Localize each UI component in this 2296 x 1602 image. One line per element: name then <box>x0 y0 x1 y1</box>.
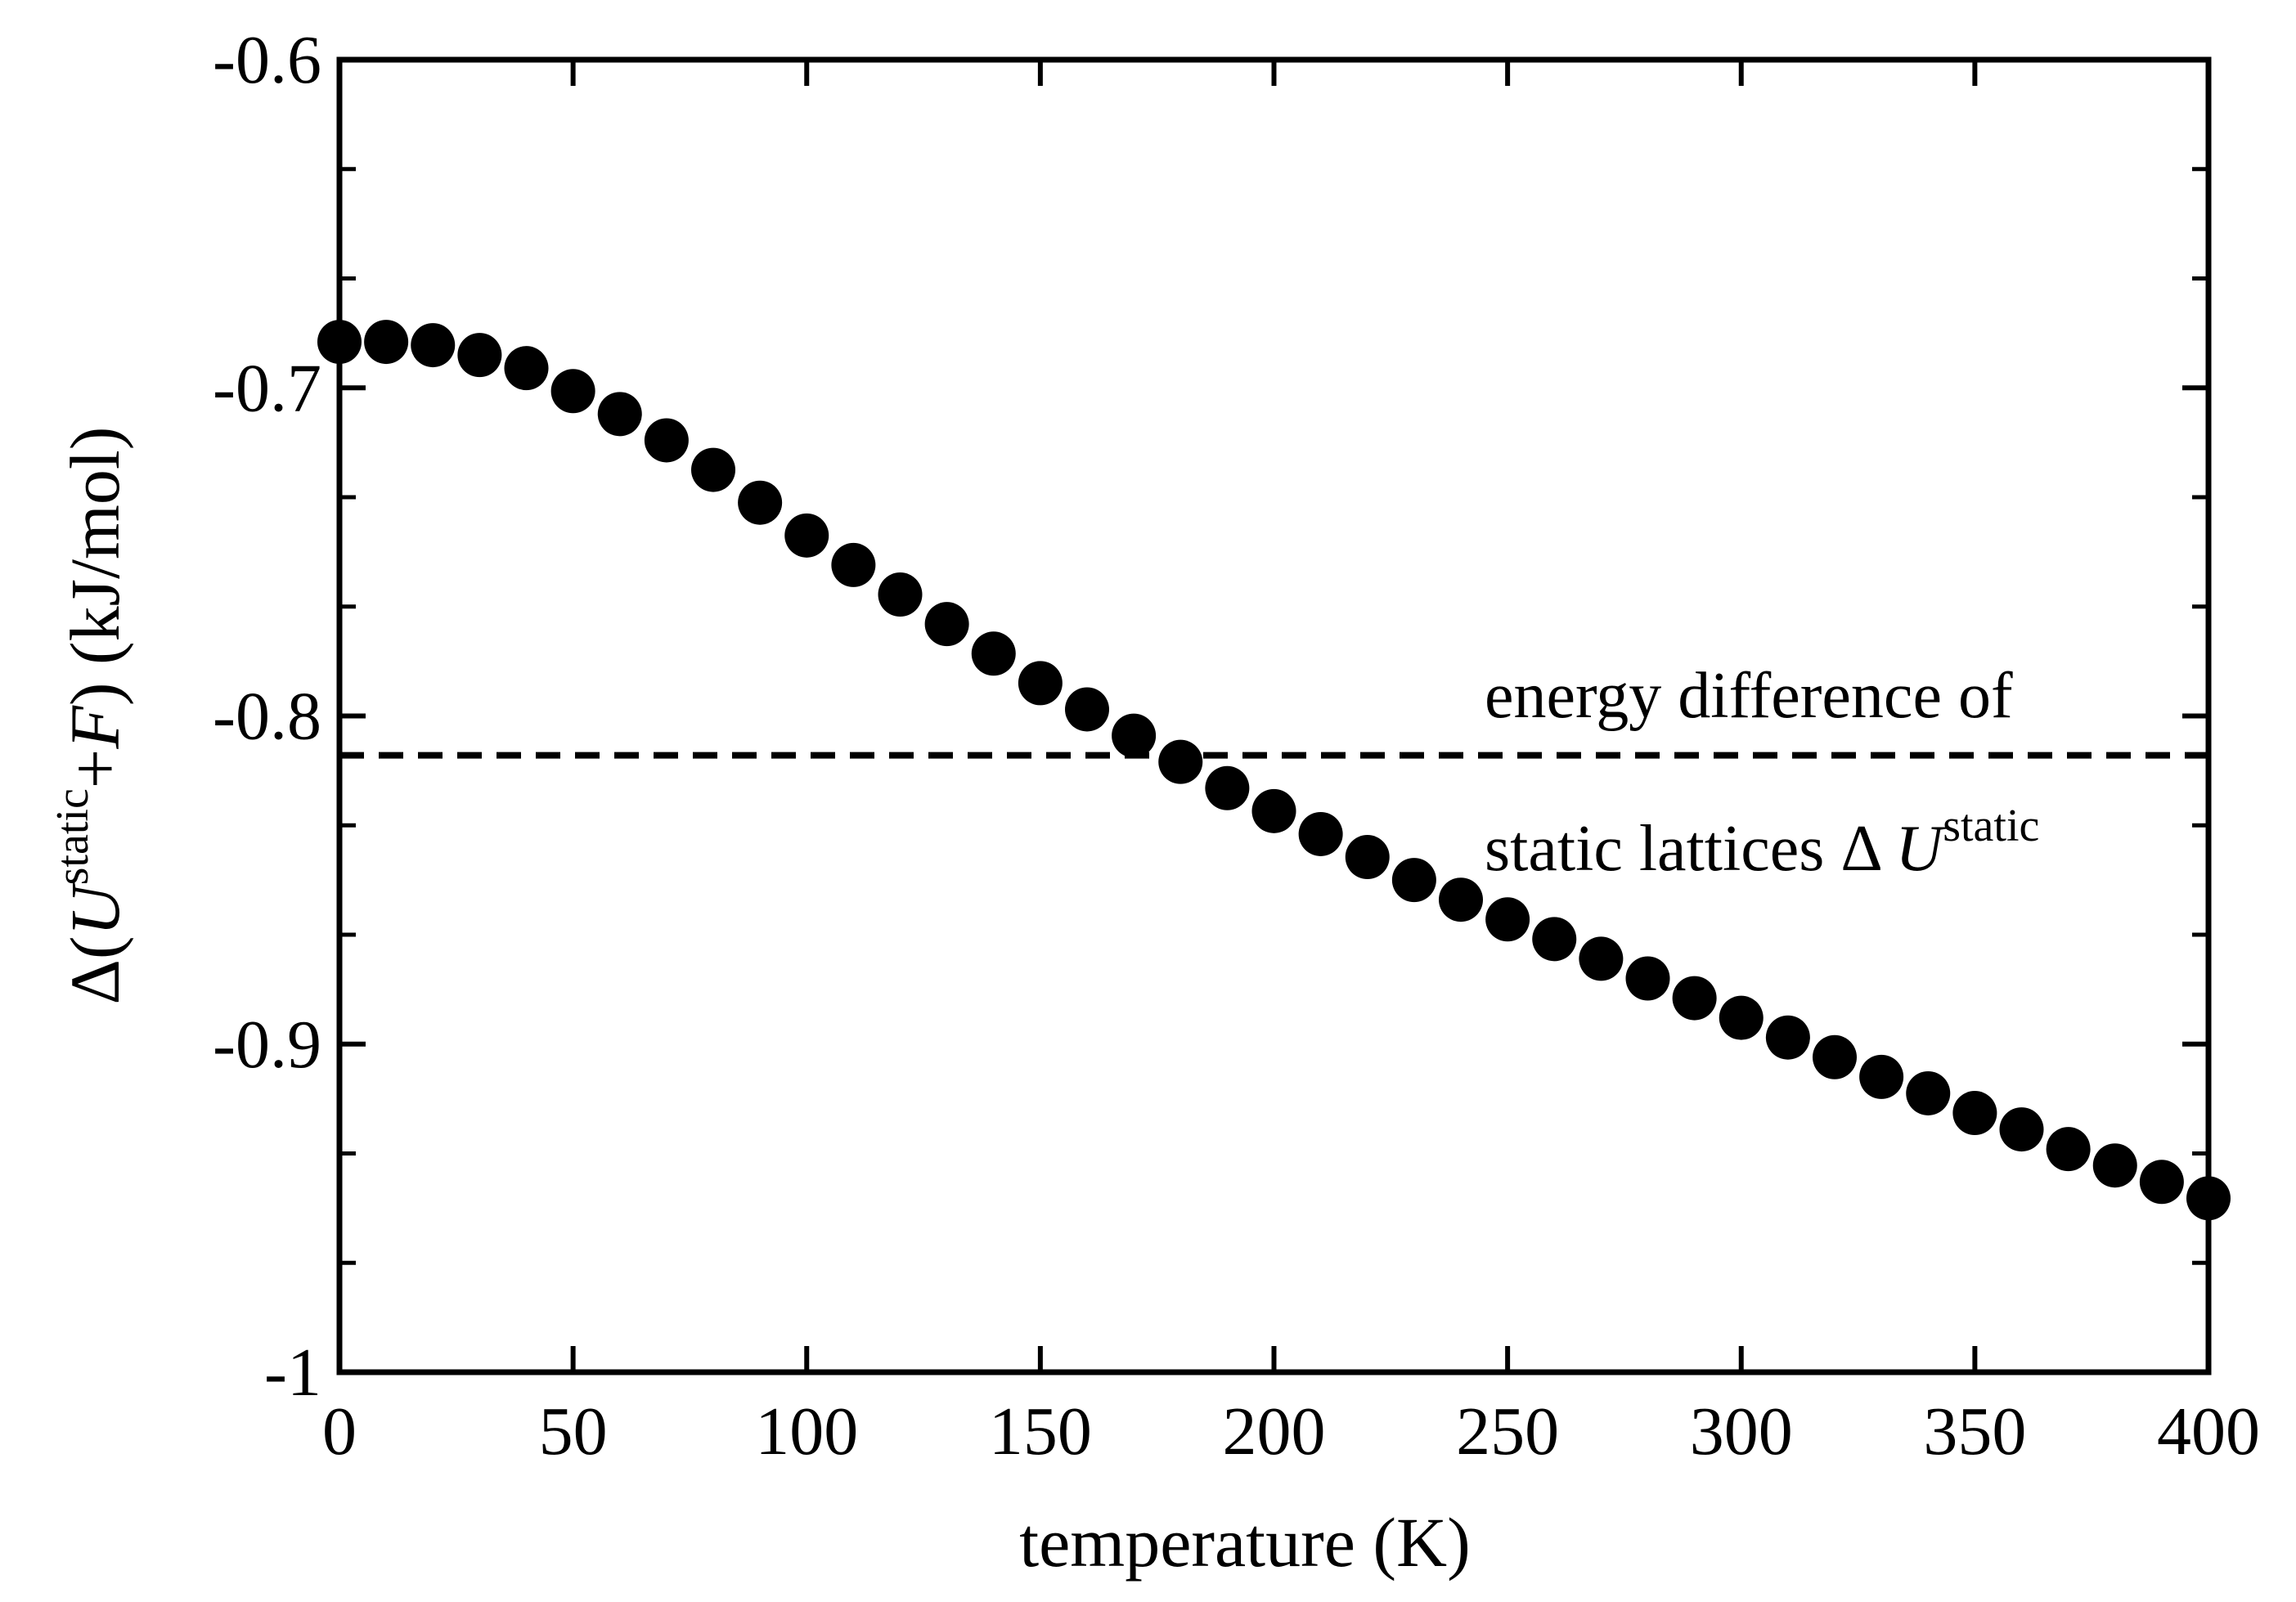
data-point <box>1485 897 1530 942</box>
data-point <box>550 369 595 414</box>
data-point <box>1625 956 1670 1001</box>
data-point <box>1672 976 1717 1021</box>
data-point <box>971 631 1016 676</box>
data-point <box>1345 835 1390 880</box>
x-axis-title: temperature (K) <box>1019 1503 1471 1582</box>
x-tick-label: 250 <box>1456 1393 1559 1470</box>
plot-frame <box>336 56 2212 1375</box>
data-point <box>2046 1127 2091 1172</box>
x-tick-label: 100 <box>755 1393 858 1470</box>
data-point <box>1952 1091 1997 1136</box>
data-point <box>1205 765 1250 810</box>
annotation-line2-sup: static <box>1943 801 2039 851</box>
x-tick-label: 300 <box>1690 1393 1793 1470</box>
data-point <box>1532 917 1577 962</box>
y-tick-label: -0.6 <box>213 22 321 98</box>
data-point <box>2139 1160 2184 1205</box>
data-point <box>1298 811 1343 856</box>
data-point <box>1065 687 1109 732</box>
y-axis-title-f: F <box>56 705 134 750</box>
data-point <box>831 542 876 587</box>
x-tick-label: 0 <box>322 1393 357 1470</box>
y-tick-label: -1 <box>264 1335 321 1411</box>
y-axis-title-suffix: ) (kJ/mol) <box>56 427 134 707</box>
data-point <box>1579 936 1624 981</box>
data-point <box>738 480 783 525</box>
data-point <box>1112 713 1157 758</box>
data-point <box>1251 788 1296 833</box>
data-point <box>1813 1034 1857 1079</box>
data-point <box>644 418 689 463</box>
x-tick-label: 150 <box>989 1393 1092 1470</box>
data-point <box>691 447 735 492</box>
data-point <box>1765 1015 1810 1060</box>
data-point <box>1391 858 1436 903</box>
data-point <box>924 602 969 647</box>
data-point <box>784 513 829 558</box>
data-point <box>1719 995 1764 1040</box>
y-axis-title-prefix: Δ( <box>56 936 134 1004</box>
y-tick-label: -0.7 <box>213 350 321 426</box>
x-tick-label: 350 <box>1923 1393 2026 1470</box>
annotation-line2-prefix: static lattices Δ <box>1485 813 1895 885</box>
annotation-line1: energy difference of <box>1485 660 2013 732</box>
data-point <box>1906 1070 1951 1115</box>
x-tick-label: 50 <box>539 1393 608 1470</box>
y-axis-title: Δ(Ustatic+F) (kJ/mol) <box>47 427 134 1005</box>
data-point <box>1859 1054 1904 1099</box>
annotation-line2-u: U <box>1895 813 1947 885</box>
annotation-line2: static lattices Δ Ustatic <box>1485 801 2039 885</box>
data-point <box>1158 739 1203 784</box>
data-point <box>597 392 642 437</box>
data-point <box>457 333 502 378</box>
y-axis-title-u: U <box>56 881 134 936</box>
y-tick-label: -0.8 <box>213 679 321 755</box>
y-tick-label: -0.9 <box>213 1007 321 1083</box>
data-points <box>317 320 2231 1221</box>
x-tick-label: 200 <box>1223 1393 1326 1470</box>
data-point <box>1439 877 1483 922</box>
data-point <box>364 320 409 365</box>
data-point <box>504 346 549 391</box>
data-point <box>2092 1143 2137 1188</box>
data-point <box>411 323 456 368</box>
data-point <box>1999 1107 2044 1152</box>
y-axis-title-plus: + <box>56 749 134 789</box>
data-point <box>878 572 923 617</box>
tick-labels: 0 50 100 150 200 250 300 350 400 -1 -0.9 -0.8 -0.7 -0… <box>213 22 2260 1470</box>
data-point <box>1018 661 1063 706</box>
x-tick-label: 400 <box>2157 1393 2260 1470</box>
y-axis-title-u-sup: static <box>47 788 98 885</box>
